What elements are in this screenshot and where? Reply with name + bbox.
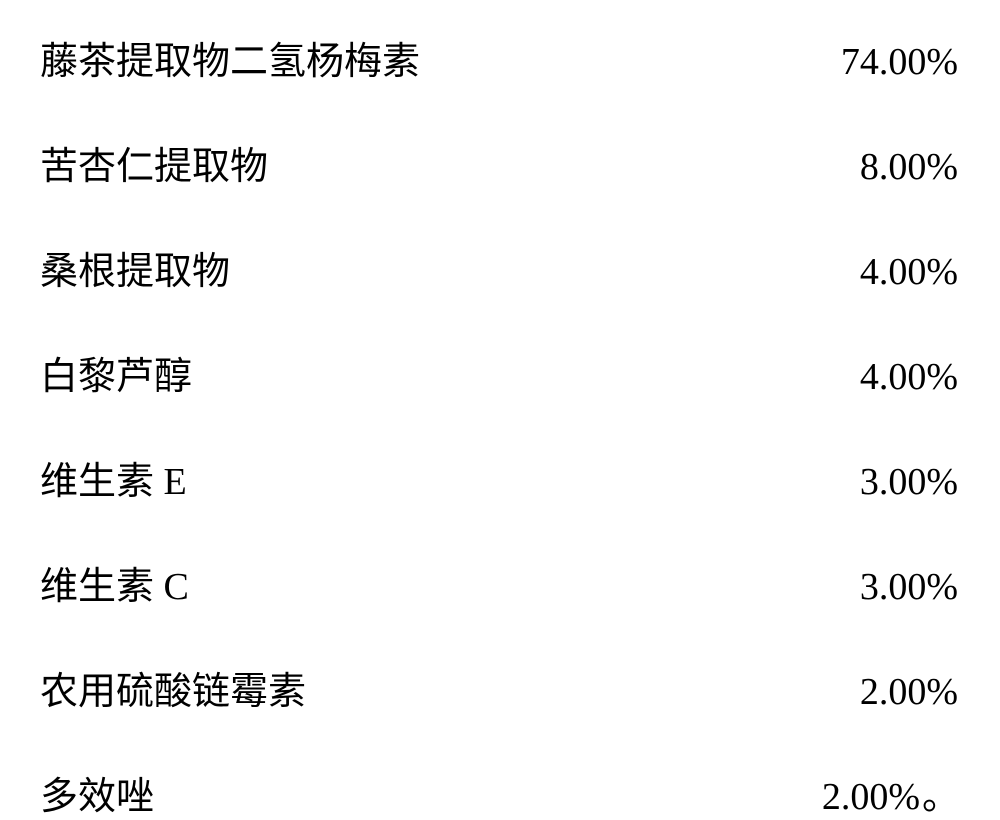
ingredient-label: 白黎芦醇 (40, 345, 192, 400)
ingredient-value: 4.00% (860, 355, 958, 399)
ingredient-label: 维生素 E (40, 450, 187, 505)
table-row: 多效唑 2.00% 。 (40, 765, 960, 820)
ingredient-value: 2.00% (860, 670, 958, 714)
ingredient-label: 多效唑 (40, 765, 154, 820)
ingredient-value-cell: 4.00% (860, 250, 960, 294)
ingredient-value: 8.00% (860, 145, 958, 189)
table-row: 桑根提取物 4.00% (40, 240, 960, 295)
ingredient-value: 4.00% (860, 250, 958, 294)
ingredient-value-cell: 3.00% (860, 460, 960, 504)
row-suffix: 。 (922, 765, 960, 820)
ingredient-value-cell: 8.00% (860, 145, 960, 189)
ingredient-value: 3.00% (860, 460, 958, 504)
ingredient-label: 维生素 C (40, 555, 189, 610)
ingredient-value-cell: 74.00% (841, 40, 960, 84)
ingredient-value: 74.00% (841, 40, 958, 84)
table-row: 白黎芦醇 4.00% (40, 345, 960, 400)
table-row: 藤茶提取物二氢杨梅素 74.00% (40, 30, 960, 85)
composition-table: 藤茶提取物二氢杨梅素 74.00% 苦杏仁提取物 8.00% 桑根提取物 4.0… (0, 0, 1000, 763)
ingredient-label: 苦杏仁提取物 (40, 135, 268, 190)
ingredient-value: 2.00% (822, 775, 920, 819)
ingredient-value: 3.00% (860, 565, 958, 609)
ingredient-value-cell: 3.00% (860, 565, 960, 609)
ingredient-label: 桑根提取物 (40, 240, 230, 295)
ingredient-value-cell: 2.00% (860, 670, 960, 714)
table-row: 维生素 E 3.00% (40, 450, 960, 505)
ingredient-label: 藤茶提取物二氢杨梅素 (40, 30, 420, 85)
ingredient-label: 农用硫酸链霉素 (40, 660, 306, 715)
ingredient-value-cell: 4.00% (860, 355, 960, 399)
table-row: 农用硫酸链霉素 2.00% (40, 660, 960, 715)
table-row: 苦杏仁提取物 8.00% (40, 135, 960, 190)
table-row: 维生素 C 3.00% (40, 555, 960, 610)
ingredient-value-cell: 2.00% 。 (822, 765, 960, 820)
